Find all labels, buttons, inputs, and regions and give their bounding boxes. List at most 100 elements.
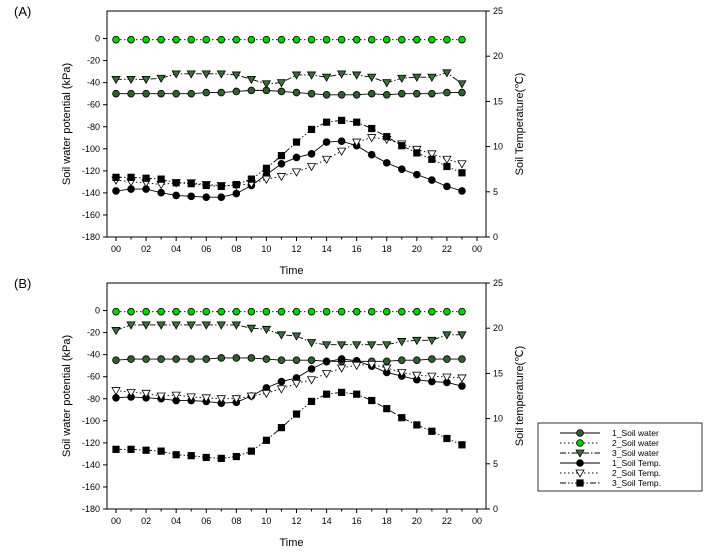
data-point xyxy=(458,187,466,195)
data-point xyxy=(307,150,316,158)
data-point xyxy=(351,138,362,147)
data-point xyxy=(276,385,287,394)
y-left-tick-label: -180 xyxy=(82,232,100,242)
series-2-soil-temp xyxy=(111,360,467,404)
data-point xyxy=(127,355,135,363)
data-point xyxy=(277,35,286,44)
data-point xyxy=(338,116,346,124)
y-right-tick-label: 20 xyxy=(493,51,503,61)
data-point xyxy=(186,70,196,79)
data-point xyxy=(291,71,302,80)
data-point xyxy=(291,379,302,389)
data-point xyxy=(111,327,121,336)
legend-marker xyxy=(576,459,584,467)
data-point xyxy=(428,35,436,44)
data-point xyxy=(201,321,211,330)
data-point xyxy=(172,451,180,459)
data-point xyxy=(307,397,316,406)
data-point xyxy=(306,163,317,172)
data-point xyxy=(202,453,210,462)
data-point xyxy=(412,371,422,381)
panel-b-chart: (B) 0 -20 -40 -60 -80 -100 -120 -140 -160 -180 0 5 10… xyxy=(14,276,526,549)
y-left-tick-label: -40 xyxy=(87,78,100,88)
y-left-tick-label: -20 xyxy=(87,328,100,338)
x-tick-label: 02 xyxy=(141,516,151,526)
data-point xyxy=(141,75,151,85)
data-point xyxy=(277,424,286,432)
data-point xyxy=(351,341,362,350)
data-point xyxy=(246,324,257,334)
data-point xyxy=(127,445,135,453)
y-left-tick-label: -80 xyxy=(87,122,100,132)
x-tick-label: 12 xyxy=(291,244,301,254)
data-point xyxy=(412,336,422,346)
data-point xyxy=(112,173,120,181)
data-point xyxy=(246,75,257,85)
series-2-soil-temp xyxy=(111,134,467,191)
data-point xyxy=(336,341,347,350)
data-point xyxy=(428,155,436,163)
data-point xyxy=(413,356,421,364)
data-point xyxy=(458,355,466,363)
data-point xyxy=(428,355,436,363)
data-point xyxy=(202,355,211,363)
data-point xyxy=(382,35,391,44)
data-point xyxy=(202,307,211,316)
x-tick-label: 00 xyxy=(111,516,121,526)
y-left-tick-label: -140 xyxy=(82,188,100,198)
y-left-tick-label: -40 xyxy=(87,350,100,360)
data-point xyxy=(443,434,451,443)
series-line xyxy=(116,89,462,96)
data-point xyxy=(321,155,332,165)
series-1-soil-water xyxy=(112,354,466,366)
data-point xyxy=(156,74,166,84)
panel-a-chart: (A) 0 -20 -40 -60 -80 -100 -120 -140 -160 -180 0 5 10… xyxy=(14,4,526,277)
data-point xyxy=(217,193,226,202)
data-point xyxy=(307,365,316,373)
data-point xyxy=(352,35,361,44)
series-3-soil-water xyxy=(111,69,467,89)
data-point xyxy=(141,389,151,399)
data-point xyxy=(156,321,166,330)
data-point xyxy=(367,360,377,370)
data-point xyxy=(127,185,135,193)
data-point xyxy=(246,392,257,401)
legend-label: 1_Soil Temp. xyxy=(612,458,661,468)
data-point xyxy=(337,90,346,99)
data-point xyxy=(367,150,376,159)
data-point xyxy=(277,159,286,168)
series-3-soil-water xyxy=(111,321,467,350)
data-point xyxy=(457,160,467,169)
y-right-tick-label: 5 xyxy=(493,187,498,197)
series-line xyxy=(115,324,462,346)
data-point xyxy=(112,187,120,195)
data-point xyxy=(217,88,226,97)
data-point xyxy=(307,89,316,98)
data-point xyxy=(458,441,466,449)
data-point xyxy=(458,35,466,44)
data-point xyxy=(216,70,226,79)
data-point xyxy=(397,74,407,84)
data-point xyxy=(157,447,165,455)
data-point xyxy=(307,35,316,44)
y-right-tick-label: 25 xyxy=(493,6,503,16)
data-point xyxy=(442,373,452,382)
data-point xyxy=(397,35,406,44)
data-point xyxy=(306,71,317,80)
legend-label: 3_Soil Temp. xyxy=(612,478,661,488)
data-point xyxy=(427,372,437,381)
data-point xyxy=(202,181,210,190)
x-tick-label: 14 xyxy=(322,516,332,526)
legend-label: 1_Soil water xyxy=(612,428,659,438)
data-point xyxy=(413,170,421,179)
data-point xyxy=(261,175,272,184)
data-point xyxy=(232,307,241,316)
data-point xyxy=(428,427,436,435)
plot-frame xyxy=(106,10,487,238)
data-point xyxy=(157,35,165,44)
y-right-axis-title: Soil temperature(℃) xyxy=(514,346,526,446)
data-point xyxy=(458,382,466,390)
x-axis-title: Time xyxy=(279,537,303,549)
data-point xyxy=(336,364,347,373)
